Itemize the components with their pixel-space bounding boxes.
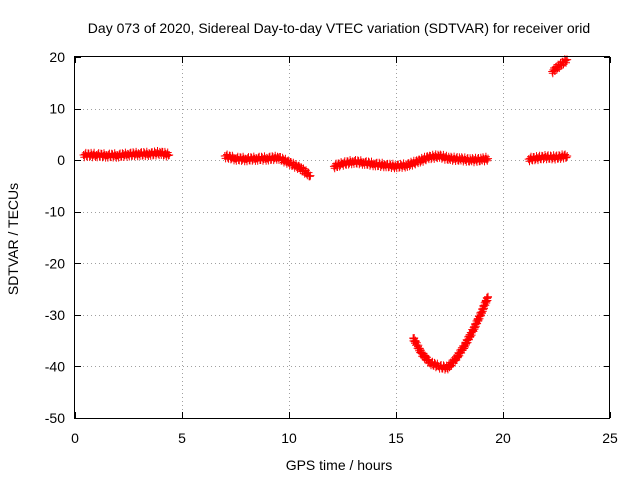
axis-ticks: 0 5 10 15 20 25 20 10 0 -10 -20 -30 -40 -50	[45, 49, 618, 446]
data-point-run	[469, 308, 486, 336]
y-tick-label: -10	[45, 204, 65, 220]
data-point-run	[467, 153, 485, 167]
data-point	[563, 152, 572, 161]
x-tick-label: 0	[71, 430, 79, 446]
data-point-run	[275, 153, 293, 168]
x-tick-label: 20	[495, 430, 511, 446]
y-tick-label: 10	[49, 101, 65, 117]
grid	[75, 57, 610, 418]
data-segment-4	[409, 292, 493, 374]
data-segment-0	[79, 147, 174, 162]
data-point-run	[157, 147, 173, 161]
y-axis-label: SDTVAR / TECUs	[5, 183, 21, 295]
data-point	[484, 154, 493, 163]
data-segment-2	[329, 150, 493, 173]
data-point-run	[477, 293, 492, 318]
x-tick-label: 15	[388, 430, 404, 446]
x-tick-label: 25	[602, 430, 618, 446]
y-tick-label: 0	[57, 152, 65, 168]
data-point	[306, 171, 315, 180]
data-point-run	[559, 150, 571, 163]
y-tick-label: -50	[45, 410, 65, 426]
y-tick-label: -30	[45, 307, 65, 323]
plot-frame	[74, 56, 610, 419]
data-segment-1	[220, 150, 315, 181]
data-point-run	[409, 334, 426, 357]
data-segment-3	[524, 150, 572, 166]
data-segment-5	[548, 55, 572, 78]
y-tick-label: 20	[49, 49, 65, 65]
y-tick-label: -40	[45, 358, 65, 374]
data-point-run	[555, 55, 571, 72]
data-point-run	[285, 158, 303, 173]
x-tick-label: 5	[178, 430, 186, 446]
data-point-run	[296, 163, 314, 181]
x-tick-label: 10	[281, 430, 297, 446]
data-point	[484, 292, 493, 301]
chart-title: Day 073 of 2020, Sidereal Day-to-day VTE…	[88, 20, 590, 36]
x-axis-label: GPS time / hours	[286, 457, 393, 473]
data-point	[165, 150, 174, 159]
data-point-run	[460, 325, 477, 351]
data-points	[79, 55, 572, 374]
y-tick-label: -20	[45, 255, 65, 271]
